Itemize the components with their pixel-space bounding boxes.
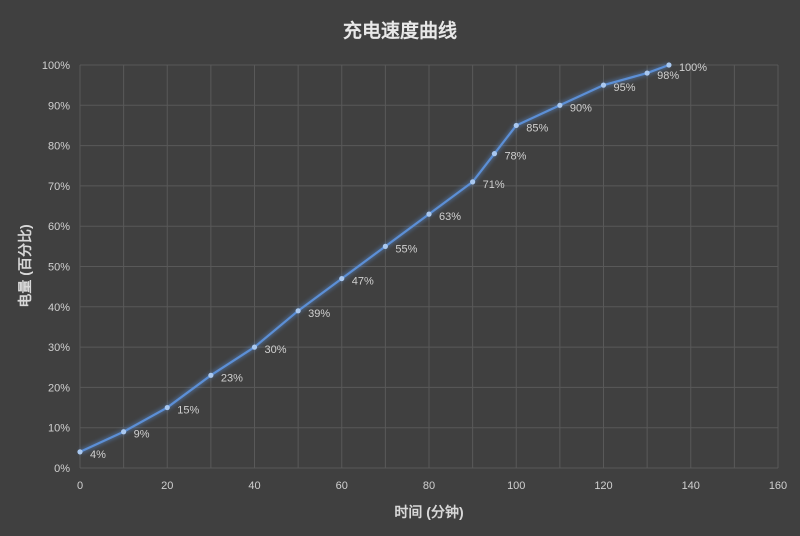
y-axis-ticks: 0% 10% 20% 30% 40% 50% 60% 70% 80% 90% 100% xyxy=(42,60,70,475)
data-point xyxy=(339,275,345,282)
data-label: 100% xyxy=(679,62,707,74)
data-label: 9% xyxy=(134,429,150,441)
data-label: 15% xyxy=(177,405,199,417)
data-label: 95% xyxy=(614,82,636,94)
data-points xyxy=(77,62,672,455)
data-point xyxy=(470,179,476,185)
data-point xyxy=(491,151,498,157)
data-label: 23% xyxy=(221,372,243,384)
data-point xyxy=(600,82,607,88)
data-label: 4% xyxy=(90,449,106,461)
y-tick-label: 20% xyxy=(48,382,70,394)
data-point xyxy=(557,102,563,108)
data-labels: 4% 9% 15% 23% 30% 39% 47% 55% 63% 71% 78% 85% 90% 95%… xyxy=(90,62,707,461)
data-point xyxy=(295,308,301,314)
data-point xyxy=(208,372,214,378)
data-label: 63% xyxy=(439,211,461,223)
series-line xyxy=(79,63,670,453)
x-tick-label: 120 xyxy=(594,480,612,492)
data-label: 78% xyxy=(504,151,526,163)
x-tick-label: 60 xyxy=(336,480,348,492)
y-tick-label: 50% xyxy=(48,262,70,274)
data-label: 47% xyxy=(352,276,374,288)
data-point xyxy=(251,344,258,350)
y-tick-label: 40% xyxy=(48,302,70,314)
x-tick-label: 80 xyxy=(423,480,435,492)
y-tick-label: 100% xyxy=(42,60,70,72)
grid xyxy=(79,64,779,469)
y-tick-label: 70% xyxy=(48,181,70,193)
x-tick-label: 40 xyxy=(248,480,260,492)
y-tick-label: 90% xyxy=(48,100,70,112)
x-tick-label: 160 xyxy=(769,480,787,492)
data-label: 85% xyxy=(526,122,548,134)
data-label: 30% xyxy=(265,344,287,356)
x-tick-label: 140 xyxy=(682,480,700,492)
data-label: 90% xyxy=(570,102,592,114)
chart-title: 充电速度曲线 xyxy=(343,19,457,42)
x-tick-label: 0 xyxy=(77,480,83,492)
data-point xyxy=(644,70,650,76)
data-label: 55% xyxy=(395,243,417,255)
data-label: 71% xyxy=(483,179,505,191)
y-tick-label: 0% xyxy=(54,463,70,475)
data-point xyxy=(121,429,127,435)
y-tick-label: 60% xyxy=(48,221,70,233)
x-axis-ticks: 0 20 40 60 80 100 120 140 160 xyxy=(77,480,787,492)
y-tick-label: 10% xyxy=(48,423,70,435)
data-point xyxy=(382,243,388,249)
data-point xyxy=(77,449,83,455)
x-axis-label: 时间 (分钟) xyxy=(394,504,463,520)
data-label: 39% xyxy=(308,308,330,320)
y-tick-label: 30% xyxy=(48,342,70,354)
data-point xyxy=(426,211,432,217)
data-label: 98% xyxy=(657,70,679,82)
y-tick-label: 80% xyxy=(48,141,70,153)
x-tick-label: 20 xyxy=(161,480,173,492)
data-point xyxy=(164,404,170,411)
y-axis-label: 电量 (百分比) xyxy=(17,224,33,307)
data-point xyxy=(666,62,672,68)
x-tick-label: 100 xyxy=(507,480,525,492)
data-point xyxy=(513,122,519,129)
